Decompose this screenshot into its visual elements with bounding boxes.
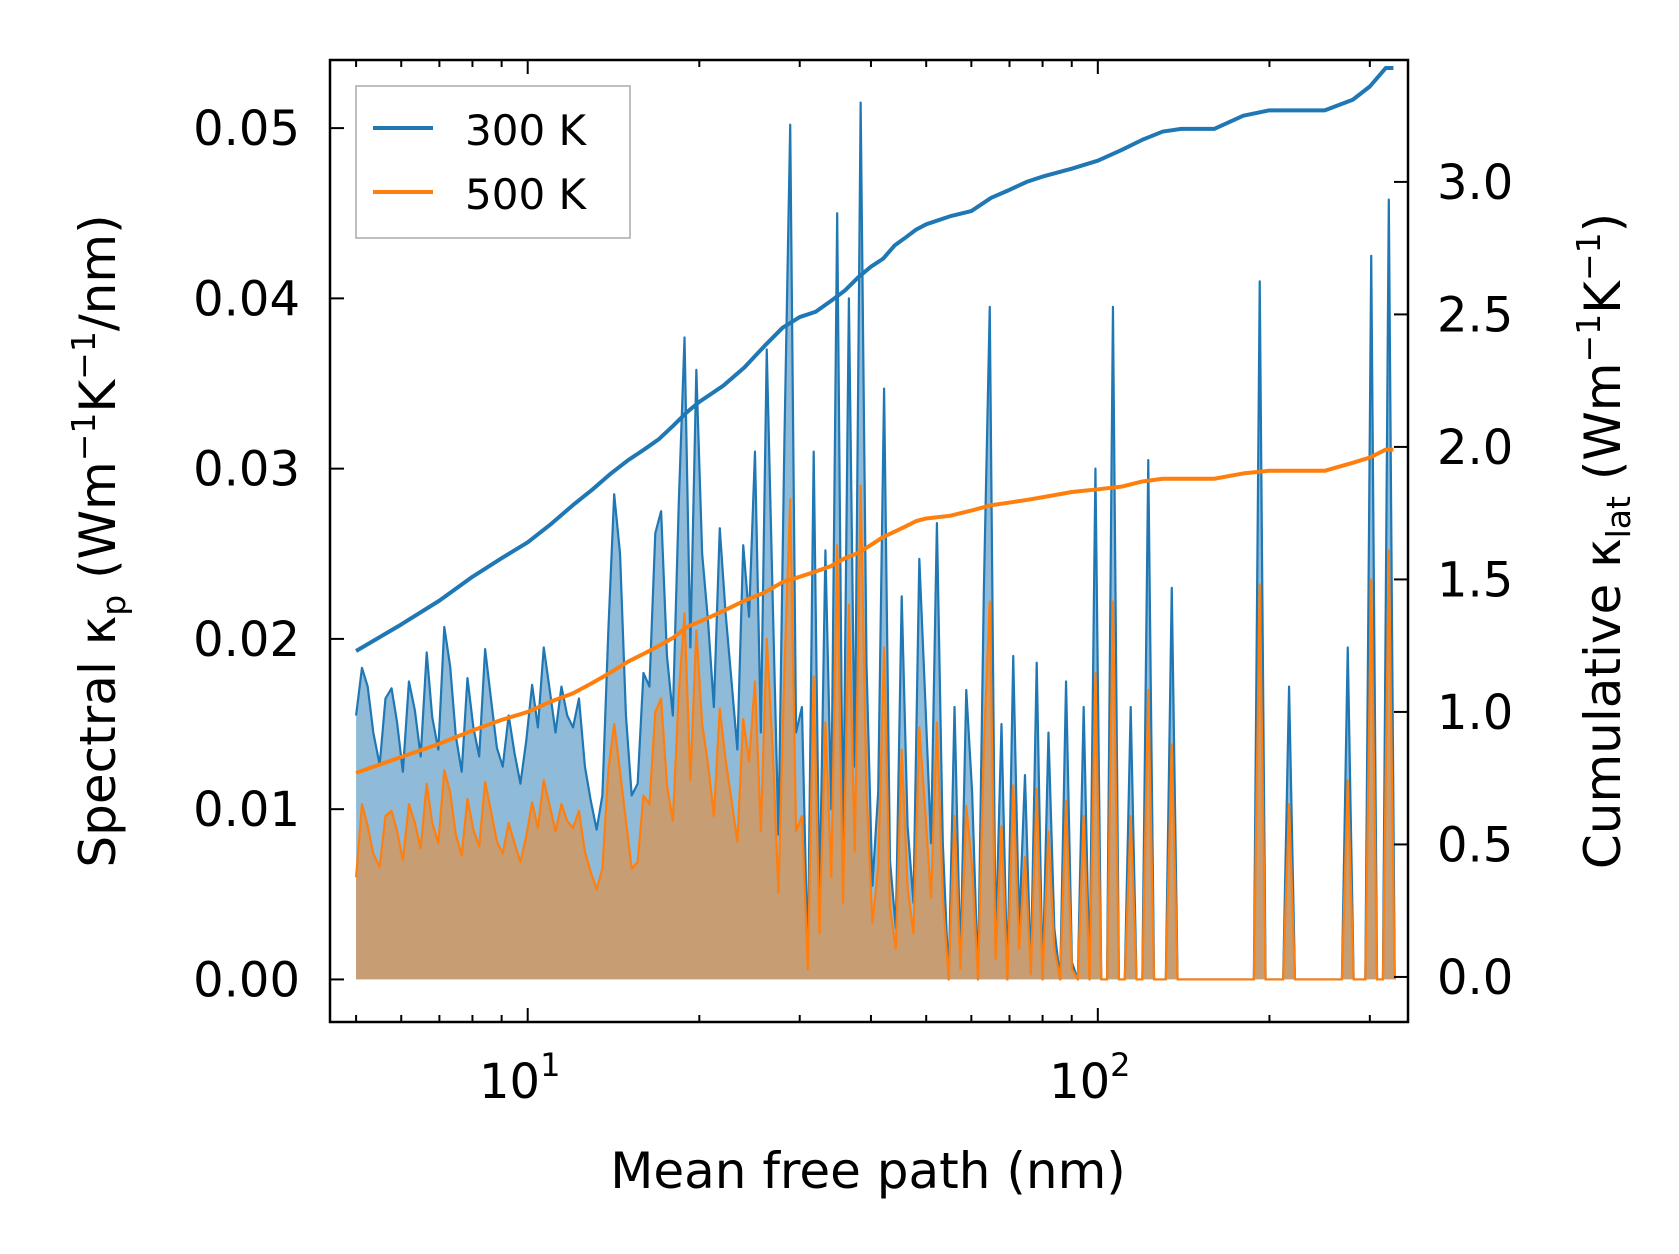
spectral-500k-line (354, 484, 1396, 981)
legend-label-500k: 500 K (465, 170, 588, 219)
y-axis-label-right: Cumulative κlat (Wm−1K−1) (1569, 213, 1638, 869)
y-left-tick-label: 0.01 (193, 782, 300, 838)
plot-frame (328, 58, 1410, 1024)
y-right-tick-label: 3.0 (1437, 155, 1513, 211)
y-left-tick-label: 0.03 (193, 442, 300, 498)
y-right-tick-label: 0.0 (1437, 950, 1513, 1006)
y-right-tick-label: 2.5 (1437, 287, 1513, 343)
y-left-tick-label: 0.02 (193, 612, 300, 668)
axis-tick-labels: 101 102 0.00 0.01 0.02 0.03 0.04 0.05 0.0 0.5 1.0 1… (193, 101, 1513, 1110)
y-right-tick-label: 0.5 (1437, 817, 1513, 873)
y-left-tick-label: 0.00 (193, 952, 300, 1008)
spectral-500k-area (356, 485, 1395, 980)
x-tick-label: 101 (479, 1046, 560, 1110)
x-axis-label: Mean free path (nm) (610, 1142, 1126, 1200)
cumulative-300k-line (355, 65, 1394, 653)
cumulative-500k-line (355, 447, 1394, 775)
cumulative-lines (355, 65, 1394, 775)
legend-label-300k: 300 K (465, 106, 588, 155)
legend-frame (355, 85, 631, 239)
x-tick-label: 102 (1049, 1046, 1130, 1110)
y-right-tick-label: 1.5 (1437, 552, 1513, 608)
legend: 300 K 500 K (355, 85, 631, 239)
y-left-tick-label: 0.05 (193, 101, 300, 157)
axis-ticks (330, 60, 1408, 1022)
y-right-tick-label: 1.0 (1437, 685, 1513, 741)
y-right-tick-label: 2.0 (1437, 420, 1513, 476)
y-left-tick-label: 0.04 (193, 271, 300, 327)
y-axis-label-left: Spectral κp (Wm−1K−1/nm) (64, 214, 133, 867)
